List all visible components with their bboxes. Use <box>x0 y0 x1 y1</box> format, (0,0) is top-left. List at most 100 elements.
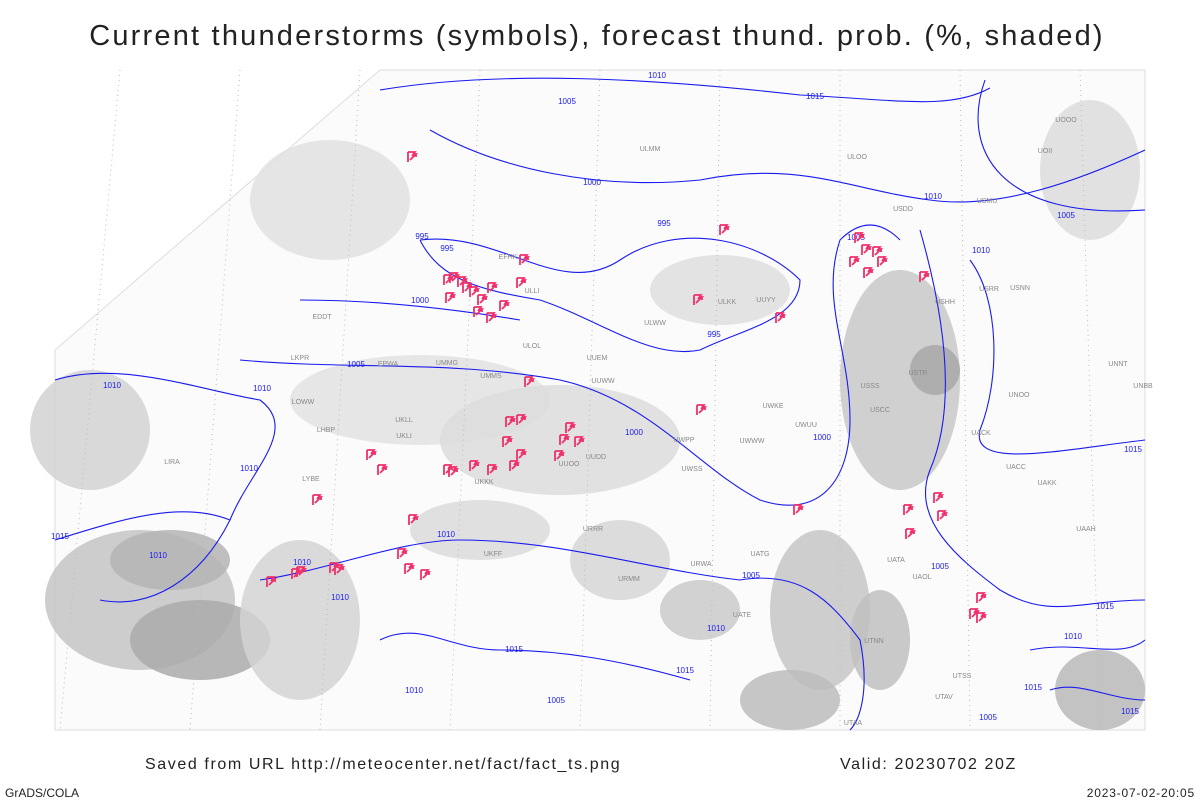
isobar-label: 1010 <box>707 624 725 633</box>
thunderstorm-symbol <box>969 608 981 619</box>
thunderstorm-symbol <box>905 528 917 539</box>
station-label: UKLL <box>395 417 413 424</box>
station-label: LOWW <box>292 399 315 406</box>
prob-shading <box>840 270 960 490</box>
thunderstorm-symbol <box>849 256 861 267</box>
valid-time: Valid: 20230702 20Z <box>840 756 1017 773</box>
station-label: EDDT <box>312 314 332 321</box>
isobar-label: 1015 <box>505 645 523 654</box>
station-label: LHBP <box>317 427 336 434</box>
graticule <box>59 69 121 731</box>
thunderstorm-symbol <box>516 277 528 288</box>
isobar <box>379 77 991 103</box>
isobar-label: 1000 <box>583 178 601 187</box>
station-label: UNBB <box>1133 383 1153 390</box>
isobar-label: 1005 <box>742 571 760 580</box>
thunderstorm-symbol <box>457 276 469 287</box>
station-label: UATE <box>733 612 751 619</box>
thunderstorm-symbol <box>404 563 416 574</box>
thunderstorm-symbol <box>775 312 787 323</box>
station-label: USTR <box>908 370 927 377</box>
station-label: UUEM <box>587 355 608 362</box>
station-label: UTAA <box>844 720 862 727</box>
thunderstorm-symbol <box>366 449 378 460</box>
station-label: USSS <box>860 383 879 390</box>
graticule <box>1079 69 1101 731</box>
isobar-label: 1005 <box>979 713 997 722</box>
thunderstorm-symbol <box>420 569 432 580</box>
station-label: USNN <box>1010 285 1030 292</box>
station-label: EFHK <box>499 254 518 261</box>
isobar-label: 1010 <box>972 246 990 255</box>
station-label: UUDD <box>586 454 606 461</box>
station-label: UACK <box>971 430 991 437</box>
map-area: 1010 1005 1015 1000 1010 1005 995 995 995 1005 101… <box>30 69 1153 731</box>
station-label: UAOL <box>912 574 931 581</box>
station-label: UTAV <box>935 694 953 701</box>
station-label: UKLI <box>396 433 412 440</box>
prob-shading <box>570 520 670 600</box>
station-label: UACC <box>1006 464 1026 471</box>
station-label: URRR <box>583 526 603 533</box>
prob-shading <box>240 540 360 700</box>
prob-shading <box>770 530 870 690</box>
isobar-label: 1010 <box>1064 632 1082 641</box>
thunderstorm-symbol <box>693 294 705 305</box>
thunderstorm-symbol <box>469 460 481 471</box>
isobar-label: 1015 <box>806 92 824 101</box>
isobar-label: 1000 <box>813 433 831 442</box>
isobar <box>977 79 1146 212</box>
thunderstorm-symbol <box>861 244 873 255</box>
isobar <box>54 372 276 603</box>
thunderstorm-symbol <box>574 436 586 447</box>
prob-shading <box>130 600 270 680</box>
thunderstorm-symbol <box>903 504 915 515</box>
thunderstorm-symbol <box>499 300 511 311</box>
isobar-label: 1015 <box>1121 707 1139 716</box>
station-label: UTSS <box>953 673 972 680</box>
thunderstorm-symbol <box>487 464 499 475</box>
station-label: USMU <box>977 198 998 205</box>
station-label: UUWW <box>591 378 615 385</box>
isobar-label: 1010 <box>293 558 311 567</box>
isobar-label: 1010 <box>240 464 258 473</box>
station-label: UTNN <box>864 638 883 645</box>
thunderstorm-symbol <box>448 466 460 477</box>
graticule <box>189 69 241 731</box>
thunderstorm-symbol <box>719 224 731 235</box>
thunderstorm-symbol <box>516 414 528 425</box>
isobar-label: 1010 <box>331 593 349 602</box>
thunderstorm-symbol <box>937 510 949 521</box>
isobar-label: 1010 <box>149 551 167 560</box>
isobar-label: 1015 <box>51 532 69 541</box>
station-label: UATG <box>751 551 770 558</box>
title: Current thunderstorms (symbols), forecas… <box>89 20 1105 52</box>
thunderstorm-symbol <box>502 436 514 447</box>
isobar-label: 1005 <box>558 97 576 106</box>
isobar-label: 1005 <box>1057 211 1075 220</box>
thunderstorm-symbol <box>312 494 324 505</box>
thunderstorm-symbol <box>516 449 528 460</box>
isobar-label: 1015 <box>1124 445 1142 454</box>
isobar-label: 1010 <box>648 71 666 80</box>
station-label: UUOO <box>559 461 581 468</box>
timestamp: 2023-07-02-20:05 <box>1087 786 1195 800</box>
station-label: UUYY <box>756 297 776 304</box>
station-label: UWUU <box>795 422 817 429</box>
isobar <box>1029 639 1146 651</box>
isobar-label: 995 <box>657 219 671 228</box>
thunderstorm-symbol <box>397 548 409 559</box>
thunderstorm-symbol <box>449 272 461 283</box>
thunderstorm-symbol <box>554 450 566 461</box>
station-label: URMM <box>618 576 640 583</box>
thunderstorm-symbol <box>933 492 945 503</box>
thunderstorm-symbol <box>559 434 571 445</box>
prob-shading <box>740 670 840 730</box>
prob-shading <box>910 345 960 395</box>
prob-shading <box>850 590 910 690</box>
station-label: UKKK <box>474 479 493 486</box>
station-label: UWPP <box>674 437 695 444</box>
thunderstorm-symbol <box>329 562 341 573</box>
station-label: USDD <box>893 206 913 213</box>
source-url: Saved from URL http://meteocenter.net/fa… <box>145 756 621 773</box>
